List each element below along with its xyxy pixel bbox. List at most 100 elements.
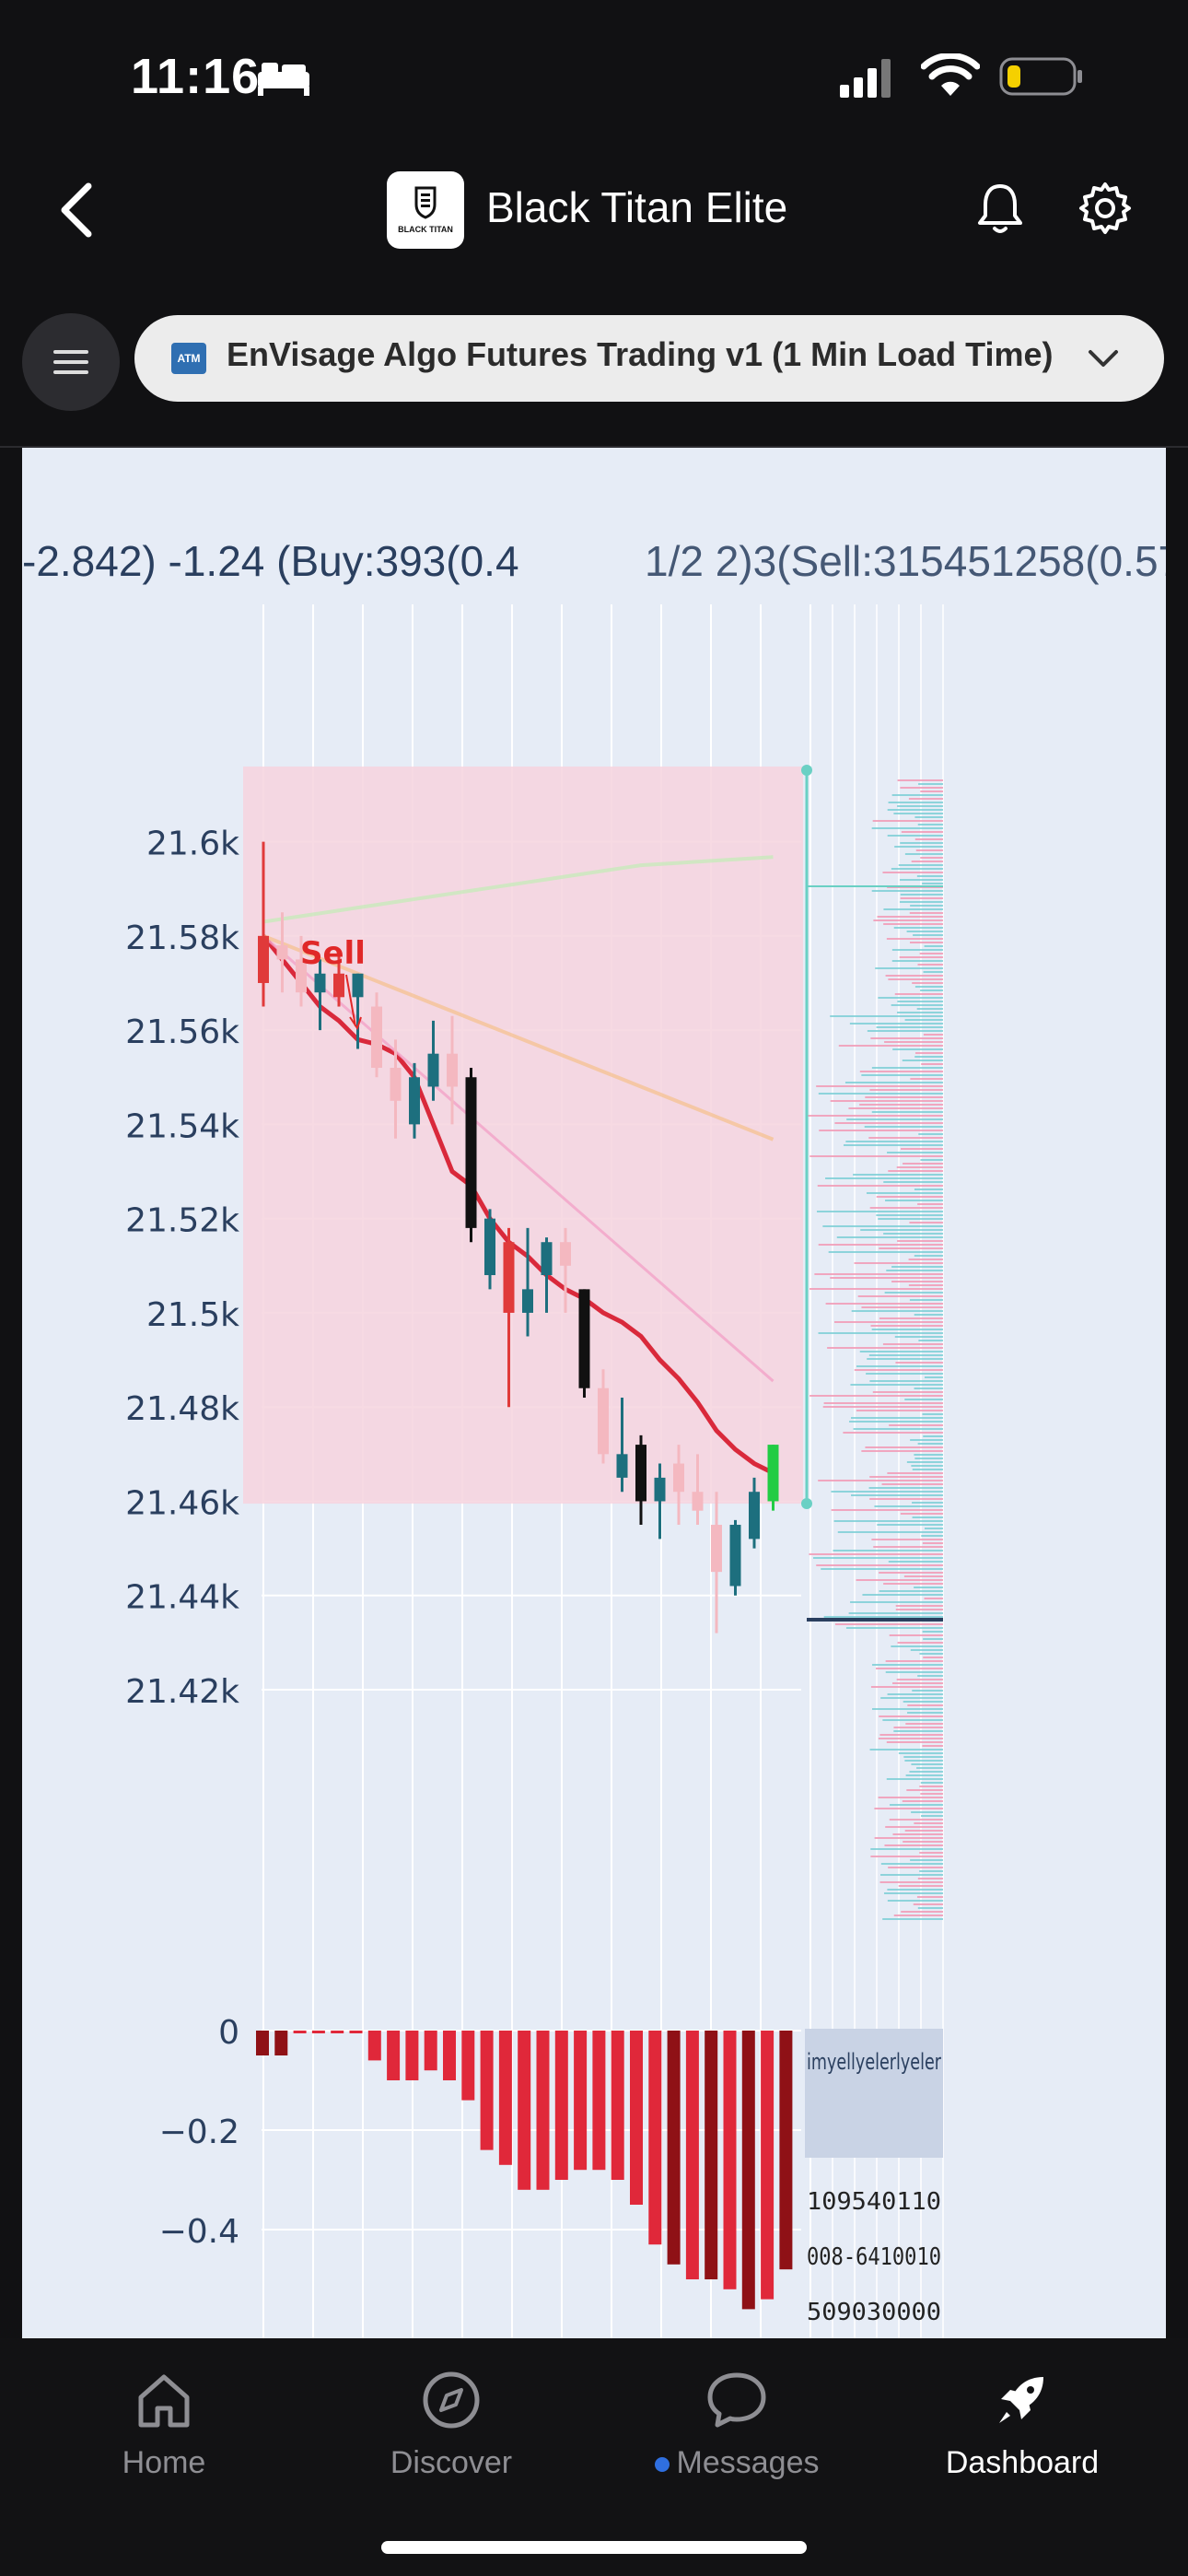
volume-profile-bar: [904, 1830, 943, 1832]
volume-profile-bar: [872, 1664, 943, 1666]
tab-home-label: Home: [122, 2445, 206, 2480]
volume-profile-bar: [853, 1428, 943, 1430]
volume-profile-bar: [869, 1380, 943, 1382]
volume-profile-bar: [920, 1159, 943, 1161]
volume-profile-bar: [869, 1089, 943, 1091]
volume-profile-bar: [916, 1896, 943, 1898]
volume-profile-bar: [818, 1332, 943, 1334]
volume-profile-bar: [910, 1649, 943, 1651]
volume-profile-bar: [920, 1782, 943, 1784]
volume-profile-bar: [867, 1358, 943, 1360]
volume-profile-bar: [879, 1317, 943, 1319]
volume-profile-bar: [894, 846, 943, 848]
candle-body: [427, 1053, 439, 1087]
volume-profile-bar: [833, 1520, 943, 1522]
volume-profile-bar: [889, 1819, 943, 1821]
volume-profile-bar: [885, 975, 943, 977]
tab-dashboard-label: Dashboard: [945, 2445, 1100, 2480]
volume-profile-bar: [878, 1797, 943, 1798]
volume-profile-bar: [884, 1292, 943, 1294]
volume-profile-bar: [883, 1181, 943, 1183]
volume-profile-bar: [917, 1878, 943, 1879]
tab-home[interactable]: Home: [53, 2368, 274, 2488]
volume-profile-bar: [883, 1233, 943, 1235]
volume-profile-bar: [897, 779, 943, 781]
range-marker: [801, 1498, 812, 1509]
volume-profile-bar: [882, 872, 943, 873]
back-chevron-icon[interactable]: [53, 181, 99, 240]
candle-body: [522, 1289, 533, 1313]
tab-messages-text: Messages: [676, 2445, 820, 2480]
volume-profile-bar: [870, 1686, 943, 1688]
volume-profile-bar: [919, 1870, 943, 1872]
volume-profile-bar: [856, 1365, 943, 1367]
tab-discover[interactable]: Discover: [341, 2368, 562, 2488]
candle-body: [503, 1242, 515, 1313]
volume-profile-bar: [924, 1528, 943, 1529]
tab-messages[interactable]: Messages: [626, 2368, 847, 2488]
volume-profile-bar: [869, 1498, 943, 1500]
candle-body: [598, 1388, 609, 1455]
volume-profile-bar: [887, 1693, 943, 1695]
stats-table-row-1: 109540110: [807, 2188, 941, 2216]
menu-button[interactable]: [22, 313, 120, 411]
volume-profile-bar: [809, 1553, 943, 1555]
volume-profile-bar: [909, 912, 943, 914]
strategy-select[interactable]: ATM EnVisage Algo Futures Trading v1 (1 …: [134, 315, 1164, 402]
candle-body: [673, 1463, 684, 1493]
volume-profile-bar: [899, 956, 943, 958]
volume-profile-bar: [846, 1118, 943, 1120]
volume-profile-bar: [897, 1642, 943, 1644]
volume-profile-bar: [914, 1188, 943, 1190]
volume-profile-bar: [865, 1096, 943, 1098]
volume-profile-bar: [891, 1266, 943, 1268]
volume-profile-bar: [901, 1911, 943, 1913]
volume-profile-bar: [914, 838, 943, 840]
gear-icon[interactable]: [1077, 181, 1133, 236]
volume-profile-bar: [922, 1745, 943, 1747]
volume-profile-bar: [876, 1214, 943, 1216]
volume-profile-bar: [872, 1391, 943, 1393]
volume-profile-bar: [850, 1384, 943, 1386]
volume-profile-bar: [917, 964, 943, 966]
volume-profile-bar: [886, 1778, 943, 1780]
chart-area[interactable]: -2.842) -1.24 (Buy:393(0.4 1/2 2)3(Sell:…: [22, 448, 1166, 2338]
candle-body: [484, 1218, 495, 1276]
volume-profile-bar: [897, 1001, 943, 1002]
candle-body: [465, 1077, 477, 1228]
tab-dashboard[interactable]: Dashboard: [912, 2368, 1133, 2488]
volume-profile-bar: [897, 805, 943, 807]
candlestick-chart[interactable]: 21.6k 21.58k 21.56k 21.54k 21.52k 21.5k 21.48k…: [22, 448, 1166, 2338]
candle-body: [711, 1525, 722, 1573]
bell-icon[interactable]: [976, 182, 1024, 236]
volume-profile-bar: [912, 1516, 943, 1518]
candle-body: [616, 1454, 628, 1478]
hamburger-icon: [53, 350, 88, 374]
volume-profile-bar: [870, 1856, 943, 1857]
volume-profile-bar: [886, 1741, 943, 1743]
volume-profile-bar: [825, 1177, 943, 1179]
osc-bar: [518, 2031, 531, 2190]
tab-bar: [0, 2338, 1188, 2576]
volume-profile-bar: [859, 1071, 943, 1072]
volume-profile-bar: [884, 1041, 943, 1043]
y-tick-label: 21.54k: [125, 1107, 239, 1145]
volume-profile-bar: [916, 1008, 943, 1010]
osc-bar: [424, 2031, 437, 2071]
volume-profile-bar: [871, 1539, 943, 1540]
wifi-icon: [921, 53, 980, 96]
volume-profile-bar: [890, 1804, 943, 1806]
volume-profile-bar: [911, 1465, 943, 1467]
volume-profile-bar: [818, 1244, 943, 1246]
volume-profile-bar: [891, 868, 943, 870]
volume-profile-bar: [878, 1738, 943, 1739]
volume-profile-bar: [887, 1152, 943, 1153]
volume-profile-bar: [848, 1107, 943, 1109]
volume-profile-bar: [871, 890, 943, 892]
volume-profile-bar: [896, 1679, 943, 1680]
volume-profile-bar: [898, 864, 943, 866]
volume-profile-bar: [911, 1811, 943, 1813]
chart-header-text: -2.842) -1.24 (Buy:393(0.4: [22, 537, 519, 585]
osc-bar: [293, 2031, 307, 2033]
y-tick-label: 21.58k: [125, 919, 239, 957]
